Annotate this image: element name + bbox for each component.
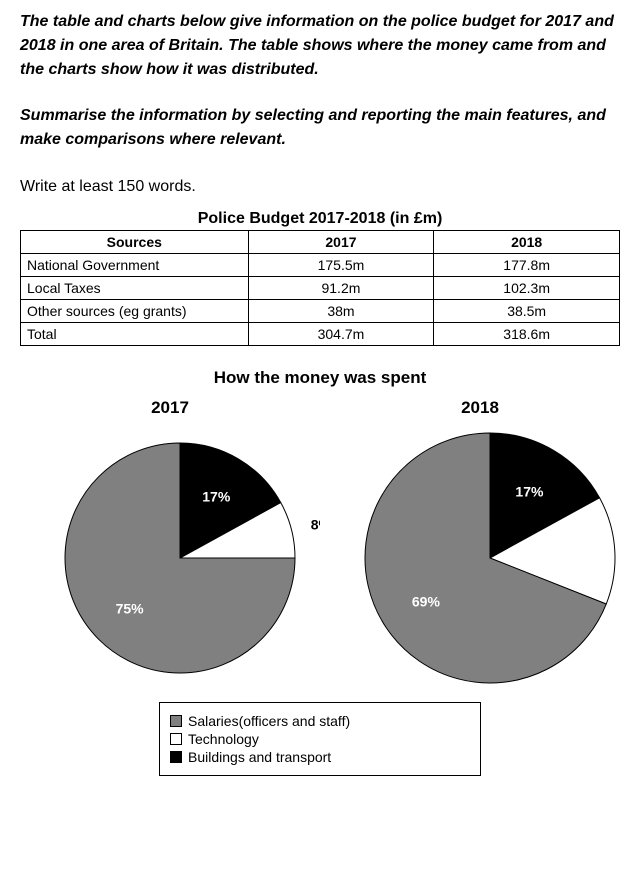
table-cell-label: Total [21,323,249,346]
table-cell-2017: 175.5m [248,254,434,277]
legend-label: Technology [188,731,259,747]
table-cell-2018: 38.5m [434,300,620,323]
legend: Salaries(officers and staff) Technology … [159,702,481,776]
table-cell-label: Other sources (eg grants) [21,300,249,323]
page: The table and charts below give informat… [10,0,630,796]
legend-swatch-technology [170,733,182,745]
table-header-2017: 2017 [248,231,434,254]
chart-2018: 2018 17%14%69% [330,394,630,688]
chart-year-label: 2018 [330,398,630,418]
pie-2018: 17%14%69% [330,428,630,688]
intro-paragraph-1: The table and charts below give informat… [20,10,620,82]
legend-item: Buildings and transport [170,749,470,765]
pie-slice-label: 69% [412,594,441,610]
charts-row: 2017 17%8%75% 2018 17%14%69% [20,394,620,688]
table-row: Total 304.7m 318.6m [21,323,620,346]
table-cell-2018: 177.8m [434,254,620,277]
charts-title: How the money was spent [20,368,620,388]
pie-slice-label: 75% [116,600,145,616]
budget-table: Sources 2017 2018 National Government 17… [20,230,620,346]
intro-block: The table and charts below give informat… [20,10,620,152]
table-header-row: Sources 2017 2018 [21,231,620,254]
legend-item: Technology [170,731,470,747]
legend-label: Buildings and transport [188,749,331,765]
write-instruction: Write at least 150 words. [20,178,620,196]
table-row: Local Taxes 91.2m 102.3m [21,277,620,300]
chart-2017: 2017 17% 8% 75% [20,394,320,688]
table-cell-2018: 318.6m [434,323,620,346]
table-cell-label: National Government [21,254,249,277]
table-cell-label: Local Taxes [21,277,249,300]
legend-swatch-buildings [170,751,182,763]
table-cell-2017: 38m [248,300,434,323]
legend-swatch-salaries [170,715,182,727]
table-row: Other sources (eg grants) 38m 38.5m [21,300,620,323]
table-row: National Government 175.5m 177.8m [21,254,620,277]
table-title: Police Budget 2017-2018 (in £m) [20,210,620,228]
table-header-sources: Sources [21,231,249,254]
pie-2017: 17% 8% 75% [20,428,320,688]
chart-year-label: 2017 [20,398,320,418]
intro-paragraph-2: Summarise the information by selecting a… [20,104,620,152]
legend-item: Salaries(officers and staff) [170,713,470,729]
pie-slice-label: 8% [311,516,320,532]
table-cell-2018: 102.3m [434,277,620,300]
pie-slice-label: 17% [202,489,231,505]
legend-label: Salaries(officers and staff) [188,713,350,729]
table-body: National Government 175.5m 177.8m Local … [21,254,620,346]
table-cell-2017: 304.7m [248,323,434,346]
pie-slice-label: 17% [515,483,544,499]
table-header-2018: 2018 [434,231,620,254]
table-cell-2017: 91.2m [248,277,434,300]
